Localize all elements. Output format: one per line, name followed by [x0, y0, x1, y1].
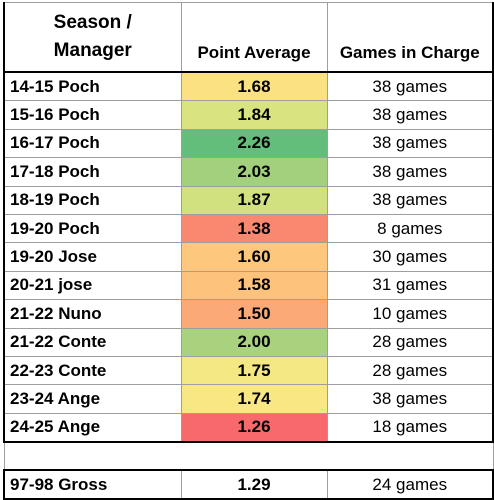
table-row: 23-24 Ange 1.74 38 games: [3, 384, 494, 414]
comparison-row: 97-98 Gross 1.29 24 games: [3, 469, 494, 500]
season-manager-cell: 14-15 Poch: [3, 71, 182, 102]
point-average-cell: 1.29: [180, 469, 328, 500]
point-average-cell: 1.68: [180, 71, 328, 102]
point-average-cell: 1.75: [180, 355, 328, 386]
season-manager-cell: 15-16 Poch: [3, 100, 182, 130]
table-row: 21-22 Nuno 1.50 10 games: [3, 299, 494, 329]
table-row: 18-19 Poch 1.87 38 games: [3, 185, 494, 215]
point-average-cell: 1.74: [180, 384, 328, 414]
table-row: 19-20 Poch 1.38 8 games: [3, 213, 494, 244]
games-in-charge-cell: 24 games: [326, 469, 494, 500]
point-average-cell: 1.38: [180, 213, 328, 244]
header-row: Season / Manager Point Average Games in …: [3, 2, 494, 73]
games-in-charge-cell: 38 games: [326, 157, 494, 187]
table-row: 19-20 Jose 1.60 30 games: [3, 242, 494, 272]
games-in-charge-cell: 38 games: [326, 185, 494, 215]
season-manager-cell: 16-17 Poch: [3, 128, 182, 159]
games-in-charge-cell: 38 games: [326, 71, 494, 102]
empty-cell: [327, 441, 494, 472]
season-manager-cell: 21-22 Nuno: [3, 299, 182, 329]
games-in-charge-cell: 30 games: [326, 242, 494, 272]
point-average-cell: 1.87: [180, 185, 328, 215]
season-manager-cell: 19-20 Jose: [3, 242, 182, 272]
season-manager-cell: 21-22 Conte: [3, 327, 182, 357]
season-manager-cell: 24-25 Ange: [3, 412, 182, 444]
games-in-charge-cell: 38 games: [326, 384, 494, 414]
season-header-line2: Manager: [53, 40, 132, 61]
games-in-charge-cell: 8 games: [326, 213, 494, 244]
empty-cell: [181, 441, 327, 472]
point-average-cell: 1.58: [180, 270, 328, 301]
point-average-cell: 1.84: [180, 100, 328, 130]
point-average-cell: 2.00: [180, 327, 328, 357]
point-average-cell: 1.26: [180, 412, 328, 444]
season-manager-cell: 22-23 Conte: [3, 355, 182, 386]
games-in-charge-cell: 10 games: [326, 299, 494, 329]
table-row: 16-17 Poch 2.26 38 games: [3, 128, 494, 159]
stats-table: Season / Manager Point Average Games in …: [3, 2, 494, 500]
season-manager-cell: 23-24 Ange: [3, 384, 182, 414]
games-in-charge-cell: 38 games: [326, 100, 494, 130]
table-row: 15-16 Poch 1.84 38 games: [3, 100, 494, 130]
spacer-row: [3, 441, 494, 472]
table-row: 20-21 jose 1.58 31 games: [3, 270, 494, 301]
season-manager-cell: 97-98 Gross: [3, 469, 182, 500]
season-manager-cell: 20-21 jose: [3, 270, 182, 301]
games-in-charge-cell: 28 games: [326, 355, 494, 386]
table-row: 14-15 Poch 1.68 38 games: [3, 71, 494, 102]
table-row: 22-23 Conte 1.75 28 games: [3, 355, 494, 386]
season-manager-cell: 19-20 Poch: [3, 213, 182, 244]
table-row: 21-22 Conte 2.00 28 games: [3, 327, 494, 357]
point-average-cell: 1.50: [180, 299, 328, 329]
games-in-charge-header: Games in Charge: [326, 2, 494, 73]
table-row: 24-25 Ange 1.26 18 games: [3, 412, 494, 444]
season-manager-header: Season / Manager: [3, 2, 182, 73]
table-row: 17-18 Poch 2.03 38 games: [3, 157, 494, 187]
games-in-charge-cell: 28 games: [326, 327, 494, 357]
season-header-line1: Season /: [53, 12, 132, 33]
point-average-cell: 2.26: [180, 128, 328, 159]
point-average-header: Point Average: [180, 2, 328, 73]
point-average-cell: 2.03: [180, 157, 328, 187]
games-in-charge-cell: 18 games: [326, 412, 494, 444]
empty-cell: [3, 441, 181, 472]
games-in-charge-cell: 38 games: [326, 128, 494, 159]
point-average-cell: 1.60: [180, 242, 328, 272]
season-manager-cell: 17-18 Poch: [3, 157, 182, 187]
games-in-charge-cell: 31 games: [326, 270, 494, 301]
season-manager-cell: 18-19 Poch: [3, 185, 182, 215]
